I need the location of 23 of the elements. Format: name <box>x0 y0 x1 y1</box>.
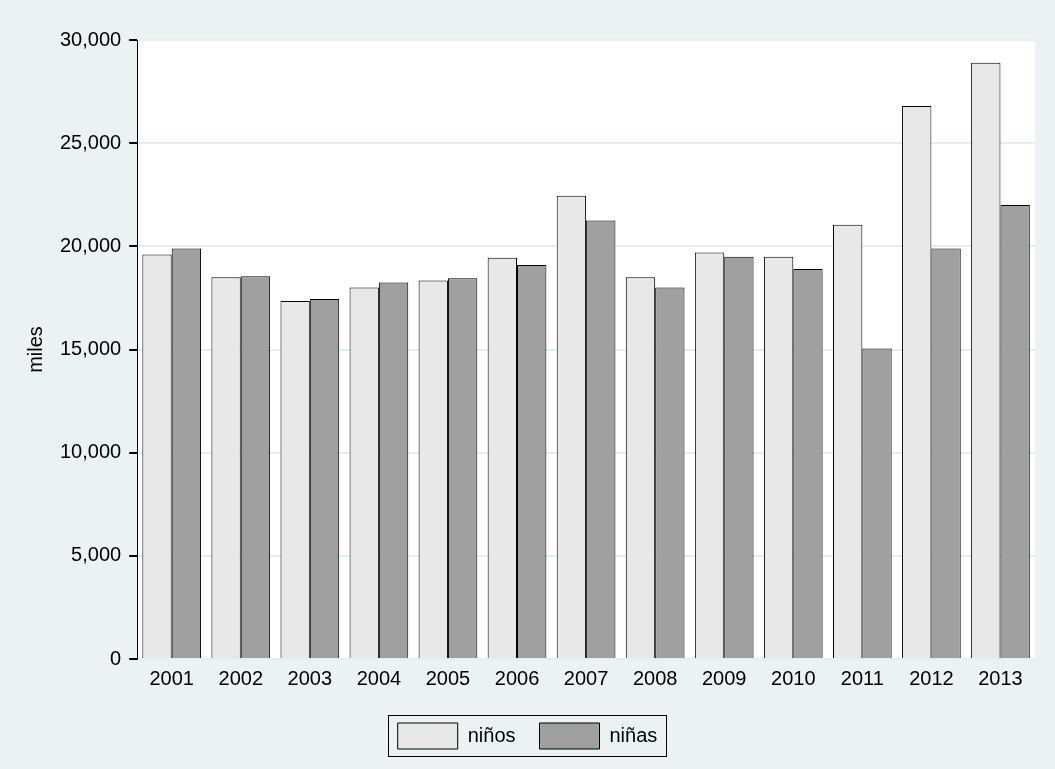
legend-label: niños <box>467 723 516 746</box>
y-tick-label: 0 <box>110 646 122 669</box>
x-tick-label: 2003 <box>287 666 333 689</box>
x-tick-label: 2005 <box>425 666 471 689</box>
y-tick-label: 5,000 <box>71 543 122 566</box>
x-tick-label: 2002 <box>218 666 264 689</box>
y-tick-label: 30,000 <box>60 27 122 50</box>
y-tick-label: 25,000 <box>60 130 122 153</box>
x-tick-label: 2007 <box>563 666 609 689</box>
x-tick-label: 2012 <box>909 666 954 689</box>
y-tick-label: 20,000 <box>60 233 122 256</box>
x-tick-label: 2001 <box>149 666 194 689</box>
x-tick-label: 2011 <box>840 666 884 689</box>
y-tick-label: 15,000 <box>60 337 122 360</box>
legend-label: niñas <box>609 723 658 746</box>
y-tick-label: 10,000 <box>60 440 122 463</box>
x-tick-label: 2013 <box>978 666 1023 689</box>
x-tick-label: 2009 <box>701 666 747 689</box>
y-axis-title: miles <box>23 326 46 373</box>
x-tick-label: 2008 <box>632 666 678 689</box>
x-tick-label: 2004 <box>356 666 402 689</box>
x-tick-label: 2010 <box>771 666 816 689</box>
x-tick-label: 2006 <box>494 666 540 689</box>
